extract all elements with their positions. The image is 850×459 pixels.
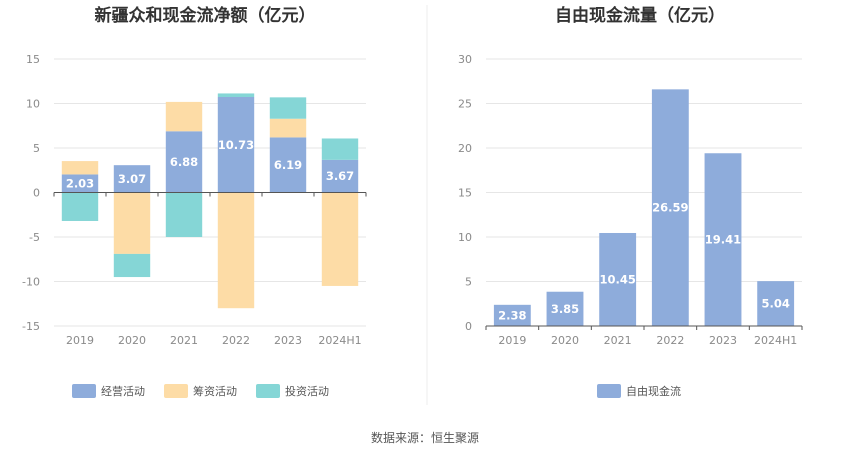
- x-tick-label: 2022: [222, 334, 250, 347]
- data-label: 19.41: [705, 233, 741, 247]
- bar: [165, 192, 203, 237]
- y-tick-label: 5: [465, 276, 472, 289]
- y-tick-label: -15: [22, 320, 40, 333]
- bar: [113, 192, 151, 254]
- y-tick-label: 15: [458, 187, 472, 200]
- y-tick-label: 10: [26, 98, 40, 111]
- legend-label: 自由现金流: [626, 384, 681, 398]
- bar: [321, 192, 359, 286]
- bars: [493, 89, 795, 326]
- cashflow-chart: 新疆众和现金流净额（亿元） 15 10 5 0 -5 -10 -15 2.03 3.07 6.8…: [22, 5, 367, 398]
- legend: 自由现金流: [597, 384, 681, 398]
- bars: [61, 93, 359, 309]
- x-tick-label: 2024H1: [318, 334, 361, 347]
- y-tick-label: 20: [458, 142, 472, 155]
- y-tick-label: 10: [458, 231, 472, 244]
- grid: [486, 58, 802, 327]
- data-label: 10.45: [599, 272, 635, 286]
- bar: [61, 161, 99, 175]
- y-tick-label: 0: [465, 320, 472, 333]
- legend-label: 经营活动: [101, 384, 145, 398]
- legend-label: 投资活动: [285, 384, 329, 398]
- bar: [113, 253, 151, 278]
- bar: [321, 138, 359, 160]
- legend-swatch: [597, 384, 621, 398]
- bar: [704, 153, 742, 326]
- bar: [217, 97, 255, 193]
- data-label: 6.19: [274, 158, 302, 172]
- y-tick-label: 25: [458, 98, 472, 111]
- bar: [651, 89, 689, 326]
- bar: [599, 232, 637, 326]
- y-axis: 15 10 5 0 -5 -10 -15: [22, 53, 40, 333]
- data-label: 3.85: [551, 302, 579, 316]
- data-label: 2.03: [66, 176, 94, 190]
- source-note: 数据来源：恒生聚源: [371, 430, 479, 445]
- bar: [217, 192, 255, 309]
- x-tick-label: 2021: [170, 334, 198, 347]
- y-tick-label: 15: [26, 53, 40, 66]
- y-tick-label: -5: [29, 231, 40, 244]
- bar: [61, 174, 99, 193]
- legend: 经营活动 筹资活动 投资活动: [72, 384, 329, 398]
- legend-swatch: [164, 384, 188, 398]
- x-axis: 2019 2020 2021 2022 2023 2024H1: [485, 325, 803, 347]
- chart-title: 新疆众和现金流净额（亿元）: [95, 5, 316, 26]
- bar: [269, 118, 307, 138]
- y-tick-label: 30: [458, 53, 472, 66]
- x-tick-label: 2020: [118, 334, 146, 347]
- x-tick-label: 2019: [66, 334, 94, 347]
- data-label: 3.07: [118, 172, 146, 186]
- bar: [217, 93, 255, 98]
- data-label: 10.73: [218, 138, 254, 152]
- x-tick-label: 2020: [551, 334, 579, 347]
- x-tick-label: 2019: [498, 334, 526, 347]
- y-tick-label: -10: [22, 276, 40, 289]
- x-tick-label: 2023: [274, 334, 302, 347]
- x-tick-label: 2023: [709, 334, 737, 347]
- data-labels: 2.38 3.85 10.45 26.59 19.41 5.04: [498, 201, 790, 323]
- bar: [321, 159, 359, 193]
- x-tick-label: 2024H1: [754, 334, 797, 347]
- data-label: 5.04: [761, 297, 789, 311]
- legend-swatch: [256, 384, 280, 398]
- bar: [757, 281, 795, 326]
- x-axis: 2019 2020 2021 2022 2023 2024H1: [53, 192, 367, 347]
- y-tick-label: 5: [33, 142, 40, 155]
- y-axis: 30 25 20 15 10 5 0: [458, 53, 472, 333]
- x-tick-label: 2021: [604, 334, 632, 347]
- bar: [546, 291, 584, 326]
- y-tick-label: 0: [33, 187, 40, 200]
- bar: [113, 165, 151, 193]
- legend-label: 筹资活动: [193, 384, 237, 398]
- bar: [165, 101, 203, 132]
- bar: [165, 131, 203, 193]
- data-label: 3.67: [326, 169, 354, 183]
- bar: [269, 137, 307, 193]
- legend-swatch: [72, 384, 96, 398]
- data-labels: 2.03 3.07 6.88 10.73 6.19 3.67: [66, 138, 354, 191]
- data-label: 2.38: [498, 308, 526, 322]
- bar: [269, 97, 307, 119]
- data-label: 26.59: [652, 201, 688, 215]
- free-cashflow-chart: 自由现金流量（亿元） 30 25 20 15 10 5 0 2.38 3.85 10.45 26.…: [458, 5, 803, 398]
- chart-title: 自由现金流量（亿元）: [555, 5, 725, 26]
- data-label: 6.88: [170, 155, 198, 169]
- x-tick-label: 2022: [656, 334, 684, 347]
- bar: [61, 192, 99, 221]
- bar: [493, 304, 531, 326]
